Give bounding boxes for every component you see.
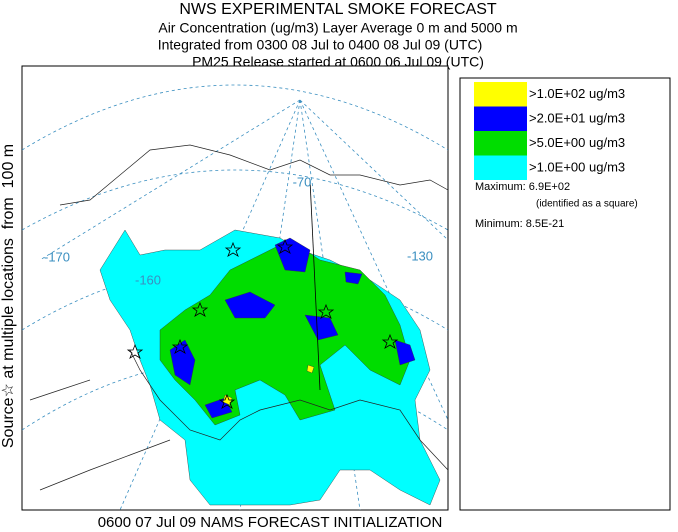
plume-blue bbox=[169, 237, 416, 419]
maximum: Maximum: 6.9E+02 bbox=[475, 181, 570, 193]
map-label: -170 bbox=[44, 249, 70, 264]
subtitle: Air Concentration (ug/m3) Layer Average … bbox=[158, 20, 517, 36]
side-label: Source☆ at multiple locations from 100 m bbox=[0, 144, 17, 448]
legend-swatch bbox=[474, 82, 527, 107]
source-markers bbox=[126, 238, 399, 409]
coastline bbox=[29, 144, 448, 491]
minimum: Minimum: 8.5E-21 bbox=[475, 218, 564, 230]
map-label: -160 bbox=[135, 272, 161, 287]
legend-swatch bbox=[474, 131, 527, 156]
map-label: -70 bbox=[293, 174, 312, 189]
map-label: -130 bbox=[407, 248, 433, 263]
legend-label: >1.0E+00 ug/m3 bbox=[529, 159, 625, 174]
legend-swatch bbox=[474, 106, 527, 131]
border bbox=[309, 179, 321, 391]
footer: 0600 07 Jul 09 NAMS FORECAST INITIALIZAT… bbox=[98, 514, 443, 531]
plume-green bbox=[159, 239, 411, 426]
legend-label: >5.0E+00 ug/m3 bbox=[529, 135, 625, 150]
graticule bbox=[22, 84, 448, 431]
subtitle: Integrated from 0300 08 Jul to 0400 08 J… bbox=[158, 37, 483, 53]
plumes bbox=[99, 229, 441, 506]
legend-swatch bbox=[474, 155, 527, 180]
legend-label: >2.0E+01 ug/m3 bbox=[529, 110, 625, 125]
map: -170 -160 -70 -130 bbox=[21, 65, 449, 511]
title: NWS EXPERIMENTAL SMOKE FORECAST bbox=[179, 1, 497, 18]
maximum-note: (identified as a square) bbox=[536, 199, 638, 210]
legend: Maximum: 6.9E+02 (identified as a square… bbox=[459, 77, 671, 511]
legend-label: >1.0E+02 ug/m3 bbox=[529, 86, 625, 101]
